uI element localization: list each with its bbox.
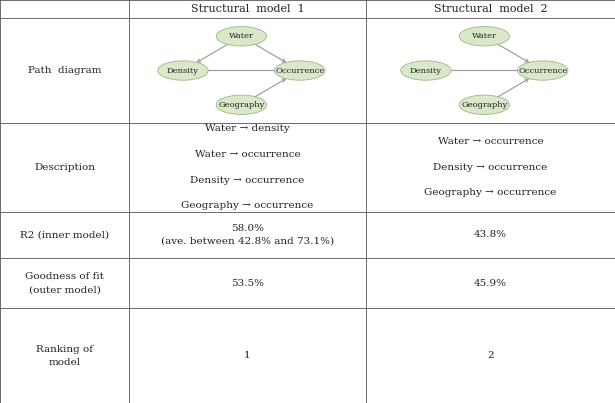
Text: Description: Description [34,163,95,172]
Text: 58.0%
(ave. between 42.8% and 73.1%): 58.0% (ave. between 42.8% and 73.1%) [161,224,334,246]
Ellipse shape [157,61,208,80]
Text: Structural  model  1: Structural model 1 [191,4,304,14]
Text: 2: 2 [487,351,494,360]
Ellipse shape [459,27,509,46]
Text: Water → occurrence

Density → occurrence

Geography → occurrence: Water → occurrence Density → occurrence … [424,137,557,197]
Text: 53.5%: 53.5% [231,278,264,288]
Text: Water → density

Water → occurrence

Density → occurrence

Geography → occurrenc: Water → density Water → occurrence Densi… [181,124,314,210]
Text: Density: Density [167,66,199,75]
Ellipse shape [517,61,568,80]
Text: Water: Water [472,32,497,40]
Text: 45.9%: 45.9% [474,278,507,288]
Text: Geography: Geography [461,101,507,109]
Ellipse shape [216,27,266,46]
Text: 43.8%: 43.8% [474,230,507,239]
Ellipse shape [459,95,509,114]
Text: Occurrence: Occurrence [518,66,568,75]
Text: Ranking of
model: Ranking of model [36,345,93,367]
Ellipse shape [274,61,325,80]
Ellipse shape [401,61,451,80]
Ellipse shape [216,95,266,114]
Text: Path  diagram: Path diagram [28,66,101,75]
Text: Structural  model  2: Structural model 2 [434,4,547,14]
Text: R2 (inner model): R2 (inner model) [20,230,109,239]
Text: Occurrence: Occurrence [275,66,325,75]
Text: 1: 1 [244,351,251,360]
Text: Water: Water [229,32,254,40]
Text: Geography: Geography [218,101,264,109]
Text: Density: Density [410,66,442,75]
Text: Goodness of fit
(outer model): Goodness of fit (outer model) [25,272,104,294]
